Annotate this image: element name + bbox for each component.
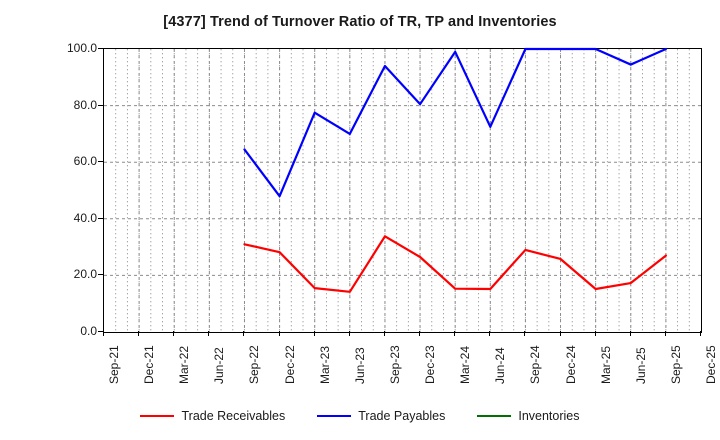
y-tick-mark [98,274,103,276]
y-tick-label: 100.0 [66,41,97,55]
y-tick-label: 0.0 [80,324,97,338]
legend-item[interactable]: Inventories [477,409,580,423]
x-tick-label: Jun-24 [493,347,508,384]
x-tick-label: Mar-22 [177,345,192,384]
x-tick-label: Dec-25 [704,345,718,384]
x-tick-mark [664,331,666,336]
x-tick-label: Sep-23 [387,345,402,384]
y-tick-mark [98,217,103,219]
x-tick-mark [103,331,104,336]
series-line-trade-payables [243,47,667,198]
legend-item[interactable]: Trade Receivables [140,409,285,423]
x-tick-mark [243,331,245,336]
legend-color-swatch [140,415,175,417]
x-tick-label: Dec-22 [282,345,297,384]
x-tick-mark [700,331,701,336]
x-tick-mark [383,331,385,336]
x-tick-label: Dec-24 [563,345,578,384]
gridlines [104,49,701,332]
legend-item[interactable]: Trade Payables [317,409,445,423]
y-tick-label: 60.0 [73,154,97,169]
x-tick-mark [138,331,140,336]
x-tick-mark [454,331,456,336]
x-tick-label: Jun-25 [633,347,648,384]
x-tick-mark [313,331,315,336]
legend-color-swatch [477,415,512,417]
x-tick-mark [629,331,631,336]
x-tick-mark [348,331,350,336]
x-tick-label: Jun-23 [352,347,367,384]
y-tick-mark [98,161,103,163]
y-tick-label: 80.0 [73,97,97,112]
x-tick-label: Sep-24 [528,345,543,384]
legend-label: Trade Payables [358,409,446,423]
x-tick-label: Dec-21 [142,345,157,384]
y-tick-mark [98,331,103,332]
x-tick-mark [524,331,526,336]
chart-legend: Trade Receivables Trade Payables Inventori… [0,404,720,428]
x-tick-label: Sep-21 [107,345,121,384]
chart-title: [4377] Trend of Turnover Ratio of TR, TP… [163,14,557,30]
y-tick-label: 20.0 [73,267,97,282]
legend-color-swatch [317,415,352,417]
plot-area [103,47,702,333]
x-tick-mark [594,331,596,336]
series-line-trade-receivables [243,235,667,293]
x-tick-label: Mar-24 [458,345,473,384]
x-tick-mark [559,331,561,336]
x-tick-mark [173,331,175,336]
x-tick-label: Dec-23 [423,345,438,384]
x-tick-label: Sep-22 [247,345,262,384]
legend-label: Inventories [518,409,580,423]
y-tick-mark [98,104,103,106]
x-tick-mark [208,331,210,336]
x-tick-mark [489,331,491,336]
legend-label: Trade Receivables [181,409,286,423]
data-series-layer [243,47,667,293]
y-tick-mark [98,48,103,49]
x-tick-label: Sep-25 [668,345,683,384]
x-tick-label: Jun-22 [212,347,227,384]
y-tick-label: 40.0 [73,210,97,225]
x-tick-mark [278,331,280,336]
x-tick-label: Mar-23 [317,345,332,384]
x-tick-label: Mar-25 [598,345,613,384]
x-tick-mark [419,331,421,336]
